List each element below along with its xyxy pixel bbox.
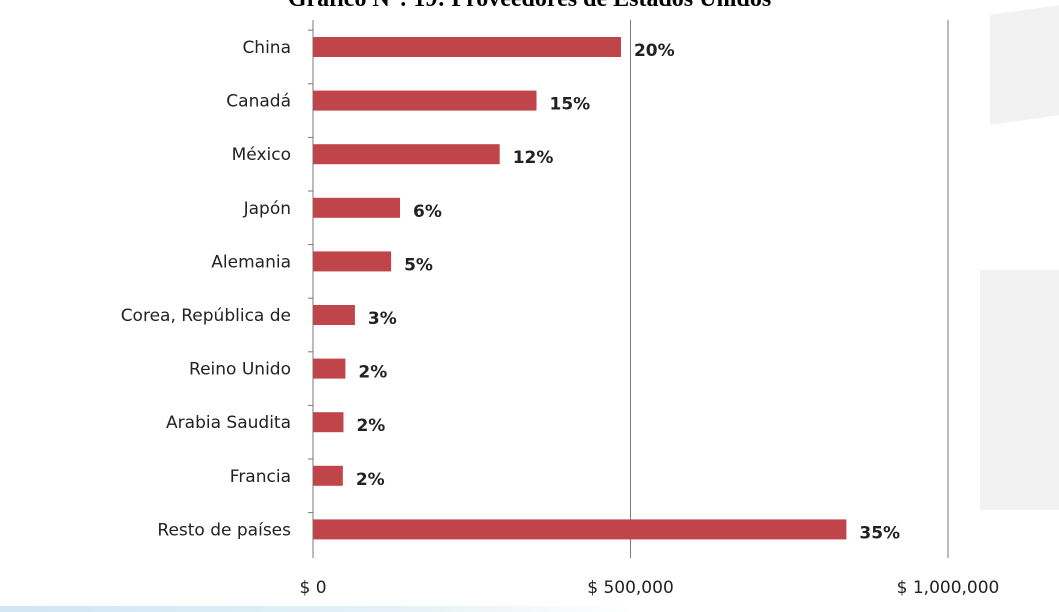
background-shape-bottom bbox=[980, 270, 1059, 510]
bar bbox=[313, 519, 847, 540]
bar bbox=[313, 251, 392, 272]
category-label: Arabia Saudita bbox=[166, 413, 291, 433]
category-label: China bbox=[242, 38, 291, 58]
data-label: 15% bbox=[550, 95, 591, 115]
bar bbox=[313, 144, 500, 165]
bar bbox=[313, 305, 355, 325]
category-label: México bbox=[232, 145, 291, 165]
data-label: 5% bbox=[404, 255, 433, 275]
data-label: 3% bbox=[368, 309, 397, 329]
bar bbox=[313, 358, 346, 379]
x-tick-label: $ 500,000 bbox=[587, 578, 674, 598]
category-label: Corea, República de bbox=[121, 306, 291, 326]
category-label: Francia bbox=[230, 467, 291, 487]
data-label: 2% bbox=[358, 363, 387, 383]
category-label: Reino Unido bbox=[189, 360, 291, 380]
data-label: 2% bbox=[356, 470, 385, 490]
bar bbox=[313, 197, 400, 218]
data-label: 12% bbox=[513, 148, 554, 168]
chart-title: Gráfico N°: 19: Proveedores de Estados U… bbox=[0, 0, 1059, 13]
bar bbox=[313, 465, 343, 486]
category-label: Canadá bbox=[226, 92, 291, 112]
x-tick-label: $ 0 bbox=[299, 578, 326, 598]
data-label: 6% bbox=[413, 202, 442, 222]
category-label: Japón bbox=[243, 199, 291, 219]
x-tick-label: $ 1,000,000 bbox=[897, 578, 1000, 598]
bar bbox=[313, 90, 537, 111]
bar bbox=[313, 37, 621, 57]
data-label: 35% bbox=[859, 523, 900, 543]
bar bbox=[313, 412, 344, 433]
category-label: Resto de países bbox=[157, 520, 291, 540]
category-label: Alemania bbox=[211, 252, 291, 272]
footer-strip bbox=[0, 606, 1059, 612]
data-label: 2% bbox=[356, 416, 385, 436]
data-label: 20% bbox=[634, 41, 675, 61]
